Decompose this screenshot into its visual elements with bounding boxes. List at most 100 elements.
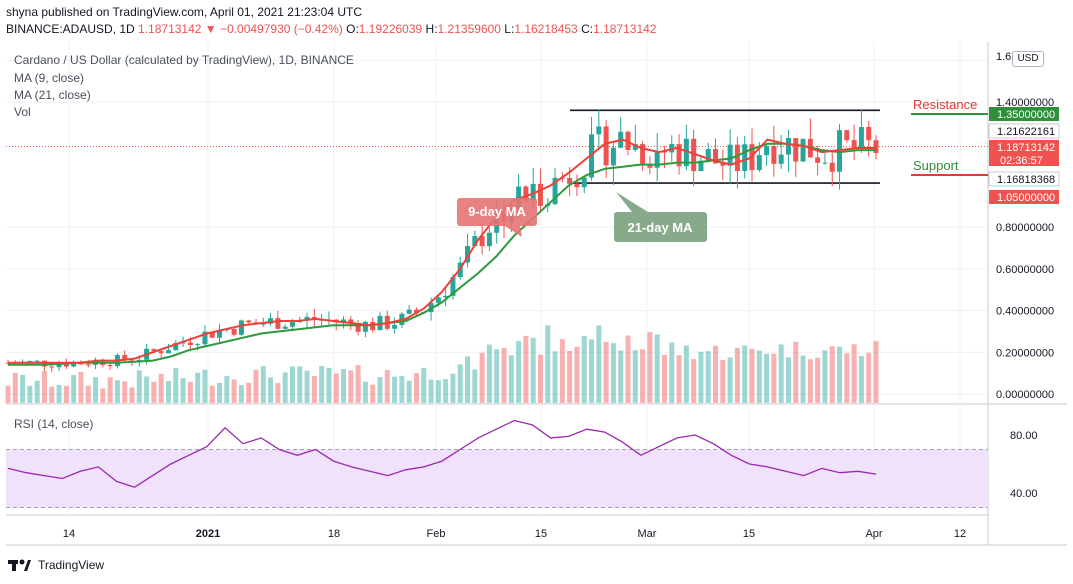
volume-bar: [494, 349, 500, 403]
volume-bar: [326, 367, 332, 403]
volume-bar: [63, 385, 69, 403]
volume-bar: [574, 346, 580, 403]
price-tick-label: 0.00000000: [996, 389, 1054, 401]
volume-bar: [406, 380, 412, 403]
price-label-box: [988, 123, 1060, 139]
resistance-label: Resistance: [913, 97, 977, 112]
volume-bar: [552, 351, 558, 403]
volume-bar: [589, 339, 595, 403]
volume-bar: [71, 375, 77, 403]
volume-bar: [705, 351, 711, 403]
volume-bar: [217, 382, 223, 403]
candle-body: [450, 277, 456, 296]
volume-bar: [676, 355, 682, 403]
volume-bar: [27, 385, 33, 403]
volume-bar: [807, 359, 813, 403]
volume-bar: [443, 379, 449, 403]
volume-bar: [355, 365, 361, 403]
candle-body: [56, 363, 62, 368]
volume-bar: [822, 350, 828, 403]
candle-body: [844, 130, 850, 141]
volume-bar: [304, 370, 310, 403]
candle-body: [275, 318, 281, 329]
price-tick-label: 0.40000000: [996, 306, 1054, 318]
volume-bar: [129, 387, 135, 403]
volume-bar: [107, 377, 113, 403]
volume-bar: [311, 375, 317, 403]
volume-bar: [793, 341, 799, 403]
volume-bar: [341, 369, 347, 403]
volume-bar: [523, 335, 529, 403]
candle-body: [676, 144, 682, 167]
volume-bar: [435, 380, 441, 403]
volume-bar: [581, 335, 587, 403]
candle-body: [268, 318, 274, 324]
price-label-text: 1.18713142: [997, 142, 1055, 154]
candle-body: [260, 323, 266, 325]
candle-body: [640, 144, 646, 165]
grid: [6, 42, 988, 515]
volume-bar: [537, 354, 543, 403]
candle-body: [793, 138, 799, 162]
volume-bar: [246, 382, 252, 403]
time-tick-label: 15: [535, 528, 547, 540]
candle-body: [187, 342, 193, 346]
ohlc-legend: BINANCE:ADAUSD, 1D 1.18713142 ▼ −0.00497…: [6, 22, 656, 36]
price-tick-label: 0.60000000: [996, 264, 1054, 276]
volume-bar: [41, 371, 47, 403]
volume-bar: [618, 350, 624, 403]
volume-bar: [866, 352, 872, 403]
volume-bar: [238, 385, 244, 403]
volume-bar: [640, 349, 646, 403]
candle-body: [246, 320, 252, 323]
volume-bar: [34, 380, 40, 403]
price-axis[interactable]: 0.00000000 0.20000000 0.40000000 0.60000000…: [996, 51, 1054, 500]
candle-body: [71, 362, 77, 367]
candle-body: [392, 325, 398, 329]
candle-body: [764, 146, 770, 156]
volume-bar: [202, 369, 208, 403]
volume-bar: [20, 374, 26, 403]
ma21-tag: [614, 212, 707, 242]
volume-bar: [114, 380, 120, 403]
candle-body: [705, 149, 711, 161]
candle-body: [443, 295, 449, 298]
rsi-legend[interactable]: RSI (14, close): [14, 417, 94, 431]
candle-body: [647, 164, 653, 168]
ma9-legend[interactable]: MA (9, close): [14, 71, 85, 85]
volume-bar: [610, 343, 616, 403]
volume-bar: [93, 377, 99, 403]
ma21-legend[interactable]: MA (21, close): [14, 88, 91, 102]
candle-body: [785, 138, 791, 155]
currency-badge[interactable]: USD: [1012, 51, 1044, 67]
volume-bar: [260, 366, 266, 403]
time-tick-label: 12: [954, 528, 966, 540]
volume-bar: [144, 376, 150, 403]
publish-info: shyna published on TradingView.com, Apri…: [6, 5, 363, 19]
volume-bar: [100, 388, 106, 403]
volume-bar: [530, 337, 536, 403]
volume-bar: [5, 385, 11, 403]
candle-body: [858, 127, 864, 149]
price-label-text: 1.16818368: [997, 174, 1055, 186]
volume-bar: [399, 375, 405, 403]
countdown-timer: 02:36:57: [1000, 155, 1043, 167]
volume-bar: [224, 375, 230, 403]
time-axis[interactable]: 14 2021 18 Feb 15 Mar 15 Apr 12: [63, 528, 966, 540]
candle-body: [625, 131, 631, 150]
candle-body: [603, 126, 609, 166]
candle-body: [428, 302, 434, 312]
candle-body: [727, 144, 733, 166]
volume-bar: [647, 332, 653, 403]
volume-bar: [661, 354, 667, 403]
volume-legend[interactable]: Vol: [14, 105, 31, 119]
ma9-tag-pointer: [505, 226, 522, 237]
volume-bar: [136, 370, 142, 403]
volume-bar: [596, 325, 602, 403]
candle-body: [567, 177, 573, 184]
price-tick-label: 0.80000000: [996, 222, 1054, 234]
rsi-band-fill: [6, 449, 988, 508]
candle-body: [851, 140, 857, 149]
volume-bar: [742, 345, 748, 403]
